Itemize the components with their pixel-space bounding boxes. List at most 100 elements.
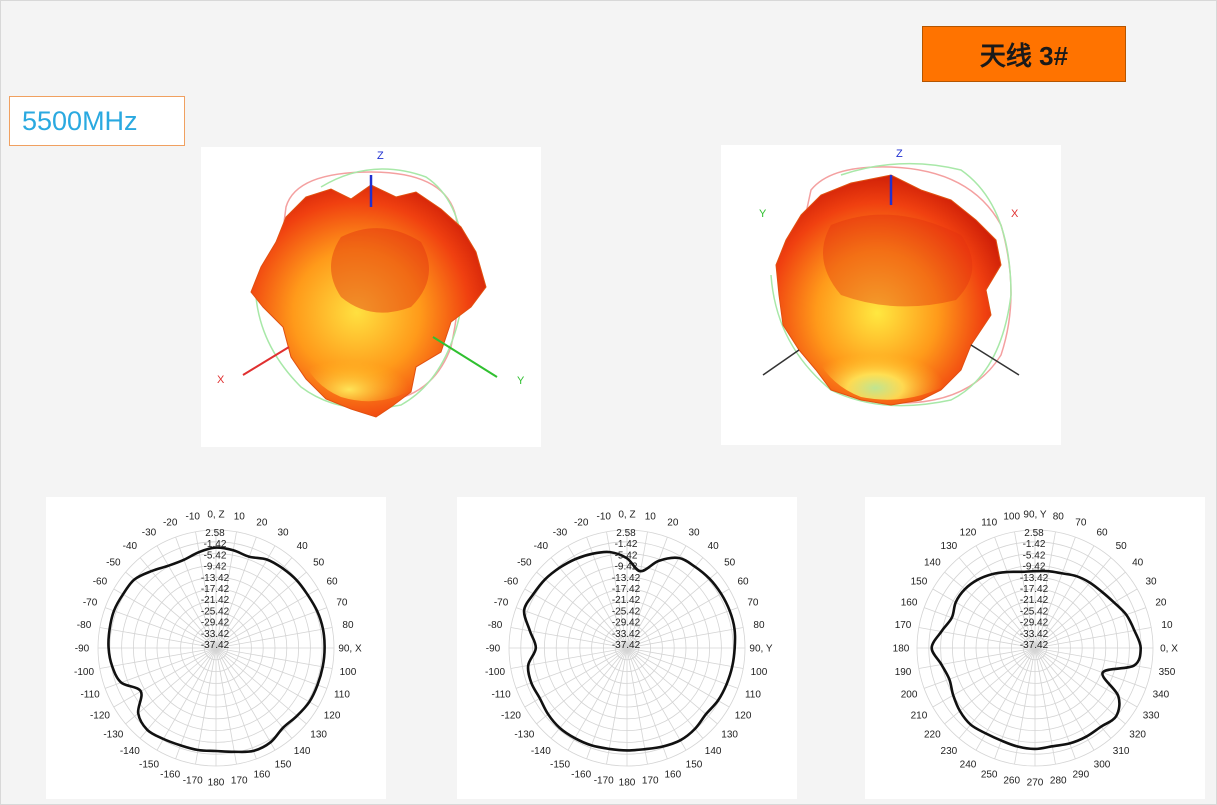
polar-angle-label: -100 [74, 667, 94, 678]
polar-angle-label: 160 [664, 769, 681, 780]
polar-angle-label: -50 [106, 557, 121, 568]
polar-angle-label: -160 [160, 769, 180, 780]
polar-angle-label: -140 [120, 746, 140, 757]
polar-angle-label: -100 [485, 667, 505, 678]
polar-angle-label: 170 [895, 620, 912, 631]
polar-ring-label: -21.42 [1020, 595, 1049, 606]
x-axis-label: X [1011, 208, 1019, 220]
polar-ring-label: 2.58 [616, 528, 636, 539]
polar-angle-label: -40 [534, 541, 549, 552]
polar-ring-label: -25.42 [201, 606, 230, 617]
polar-ring-label: -25.42 [612, 606, 641, 617]
polar-chart-yz: 0, Z 10 20 30 40 50 60 70 80 90, Y 100 110 120 130 140… [457, 497, 797, 799]
polar-ring-label: -13.42 [1020, 573, 1049, 584]
polar-angle-label: -30 [553, 527, 568, 538]
polar-ring-label: -25.42 [1020, 606, 1049, 617]
polar-ring-label: -33.42 [612, 629, 641, 640]
polar-angle-label: -20 [163, 518, 178, 529]
polar-angle-label: 130 [941, 541, 958, 552]
polar-chart-xz: 0, Z 10 20 30 40 50 60 70 80 90, X 100 110 120 130 140… [46, 497, 386, 799]
polar-angle-label: 100 [751, 667, 768, 678]
polar-angle-label: 160 [901, 598, 918, 609]
polar-angle-label: 90, Y [749, 644, 772, 655]
frequency-label-box: 5500MHz [9, 96, 185, 146]
polar-angle-label: 40 [1132, 557, 1144, 568]
polar-angle-label: -10 [186, 512, 201, 523]
polar-angle-label: 150 [911, 577, 928, 588]
polar-angle-label: -20 [574, 518, 589, 529]
y-axis-line [433, 337, 497, 377]
polar-chart-xy: 0, X 10 20 30 40 50 60 70 80 90, Y 100 110 120 130 140… [865, 497, 1205, 799]
polar-angle-label: 10 [234, 512, 246, 523]
polar-angle-label: -80 [77, 620, 92, 631]
polar-angle-label: -170 [594, 775, 614, 786]
x-axis-line [243, 347, 289, 375]
polar-angle-label: -150 [139, 760, 159, 771]
y-axis-label: Y [517, 375, 525, 387]
polar-ring-label: -17.42 [612, 584, 641, 595]
polar-ring-label: -5.42 [615, 550, 638, 561]
polar-angle-label: 60 [737, 577, 749, 588]
polar-angle-label: 60 [326, 577, 338, 588]
polar-angle-label: 20 [256, 518, 268, 529]
polar-angle-label: 160 [253, 769, 270, 780]
polar-angle-label: -70 [83, 598, 98, 609]
polar-ring-label: 2.58 [205, 528, 225, 539]
polar-angle-label: 100 [340, 667, 357, 678]
polar-angle-label: -60 [504, 577, 519, 588]
polar-angle-label: 50 [1116, 541, 1128, 552]
polar-ring-label: -13.42 [612, 573, 641, 584]
polar-angle-label: 0, X [1160, 644, 1178, 655]
polar-angle-label: -70 [494, 598, 509, 609]
polar-angle-label: 20 [667, 518, 679, 529]
polar-ring-label: -37.42 [612, 640, 641, 651]
polar-angle-label: 90, Y [1023, 510, 1046, 521]
polar-angle-label: 50 [724, 557, 736, 568]
polar-angle-label: 50 [313, 557, 325, 568]
polar-angle-label: 30 [688, 527, 700, 538]
polar-angle-label: 200 [901, 689, 918, 700]
antenna-title-badge: 天线 3# [922, 26, 1126, 82]
polar-ring-label: -33.42 [201, 629, 230, 640]
polar-angle-label: 220 [924, 730, 941, 741]
polar-angle-label: 110 [981, 518, 997, 529]
polar-angle-label: 310 [1113, 746, 1130, 757]
polar-ring-label: -33.42 [1020, 629, 1049, 640]
polar-angle-label: 130 [721, 730, 738, 741]
polar-ring-label: -5.42 [204, 550, 227, 561]
y-axis-line [763, 350, 799, 375]
polar-angle-label: 40 [297, 541, 309, 552]
polar-ring-label: -21.42 [201, 595, 230, 606]
polar-angle-label: 70 [747, 598, 759, 609]
polar-ring-label: -29.42 [612, 618, 641, 629]
polar-angle-label: -120 [90, 711, 110, 722]
polar-angle-label: 260 [1003, 775, 1020, 786]
polar-angle-label: 320 [1129, 730, 1146, 741]
polar-ring-label: -17.42 [1020, 584, 1049, 595]
antenna-title: 天线 3# [980, 36, 1068, 73]
y-axis-label: Y [759, 208, 767, 220]
polar-angle-label: 140 [705, 746, 722, 757]
polar-angle-label: 0, Z [618, 510, 635, 521]
polar-ring-label: -37.42 [201, 640, 230, 651]
polar-angle-label: 250 [981, 769, 998, 780]
polar-angle-label: -40 [123, 541, 138, 552]
polar-angle-label: 70 [336, 598, 348, 609]
polar-angle-label: 170 [231, 775, 248, 786]
radiation-3d-graphic: Z X Y [201, 147, 541, 447]
x-axis-label: X [217, 374, 225, 386]
x-axis-line [971, 345, 1019, 375]
polar-angle-label: -130 [514, 730, 534, 741]
polar-angle-label: -30 [142, 527, 157, 538]
polar-ring-label: 2.58 [1024, 528, 1044, 539]
polar-ring-label: -9.42 [204, 562, 227, 573]
polar-angle-label: 180 [619, 778, 636, 789]
polar-angle-label: 330 [1143, 711, 1160, 722]
z-axis-label: Z [377, 150, 384, 162]
polar-ring-label: -1.42 [615, 539, 638, 550]
polar-angle-label: -150 [550, 760, 570, 771]
polar-angle-label: 90, X [338, 644, 362, 655]
